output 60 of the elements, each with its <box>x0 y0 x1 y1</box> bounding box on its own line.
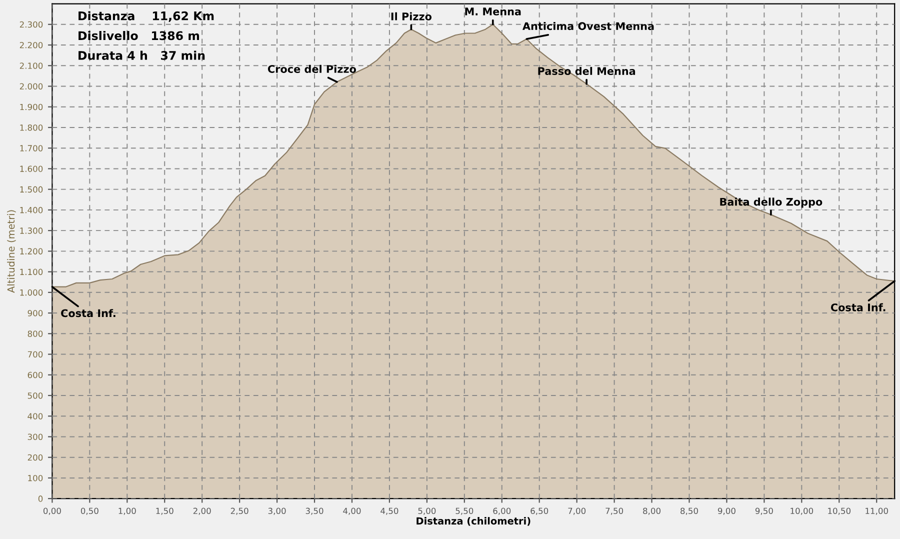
annotation: Croce del Pizzo <box>268 64 356 73</box>
x-tick-label: 7,00 <box>568 508 586 515</box>
x-tick-label: 10,50 <box>828 508 851 515</box>
annotation: Durata 4 h 37 min <box>78 50 205 60</box>
x-tick-label: 10,00 <box>790 508 814 515</box>
x-tick-label: 8,50 <box>680 508 698 515</box>
x-tick-label: 5,00 <box>418 508 436 515</box>
y-tick-label: 1.500 <box>20 186 43 193</box>
y-tick-label: 1.100 <box>20 268 43 276</box>
y-tick-label: 1.200 <box>20 248 43 254</box>
y-tick-label: 300 <box>28 434 43 440</box>
x-tick-label: 4,50 <box>380 508 398 515</box>
y-tick-label: 600 <box>28 372 43 378</box>
y-tick-label: 2.100 <box>20 62 43 69</box>
x-tick-label: 0,50 <box>80 508 98 515</box>
y-tick-label: 1.900 <box>20 104 43 110</box>
y-axis-title: Altitudine (metri) <box>7 210 16 293</box>
annotation: Passo del Menna <box>538 66 636 76</box>
x-tick-label: 2,50 <box>230 508 248 515</box>
x-tick-label: 5,50 <box>456 508 474 515</box>
y-tick-label: 1.600 <box>20 166 43 172</box>
x-tick-label: 1,50 <box>156 508 174 515</box>
y-tick-label: 700 <box>28 351 43 358</box>
y-tick-label: 2.000 <box>20 83 43 90</box>
x-tick-label: 6,50 <box>530 508 548 515</box>
y-tick-label: 2.200 <box>20 42 43 48</box>
annotation: Costa Inf. <box>61 309 116 318</box>
x-tick-label: 7,50 <box>606 508 624 515</box>
y-tick-label: 1.000 <box>20 289 43 296</box>
annotation: Baita dello Zoppo <box>720 198 822 208</box>
x-tick-label: 6,00 <box>493 508 511 515</box>
annotation: Distanza 11,62 Km <box>78 11 214 22</box>
x-tick-label: 3,00 <box>268 508 286 515</box>
y-tick-label: 900 <box>28 310 43 316</box>
y-tick-label: 800 <box>28 330 43 337</box>
y-tick-label: 1.400 <box>20 206 43 214</box>
y-tick-label: 400 <box>28 413 43 420</box>
x-tick-label: 9,00 <box>718 508 736 515</box>
y-tick-label: 100 <box>28 474 43 482</box>
annotation: Dislivello 1386 m <box>78 30 200 40</box>
x-tick-label: 8,00 <box>643 508 660 515</box>
annotation: Costa Inf. <box>830 303 886 312</box>
x-tick-label: 9,50 <box>755 508 773 515</box>
annotation: Il Pizzo <box>391 12 432 20</box>
y-tick-label: 500 <box>28 392 43 399</box>
y-tick-label: 1.800 <box>20 124 43 131</box>
y-tick-label: 1.300 <box>20 228 43 234</box>
annotation: M. Menna <box>465 8 521 16</box>
x-tick-label: 4,00 <box>343 508 361 515</box>
y-tick-label: 0 <box>38 496 43 502</box>
x-tick-label: 2,00 <box>193 508 211 515</box>
annotation: Anticima Ovest Menna <box>522 22 654 30</box>
x-tick-label: 1,00 <box>118 508 136 515</box>
x-axis-title: Distanza (chilometri) <box>416 517 530 526</box>
x-tick-label: 3,50 <box>306 508 324 515</box>
y-tick-label: 2.300 <box>20 21 43 28</box>
x-tick-label: 0,00 <box>43 508 61 515</box>
y-tick-label: 200 <box>28 454 43 461</box>
y-tick-label: 1.700 <box>20 145 43 152</box>
x-tick-label: 11,00 <box>866 508 888 515</box>
